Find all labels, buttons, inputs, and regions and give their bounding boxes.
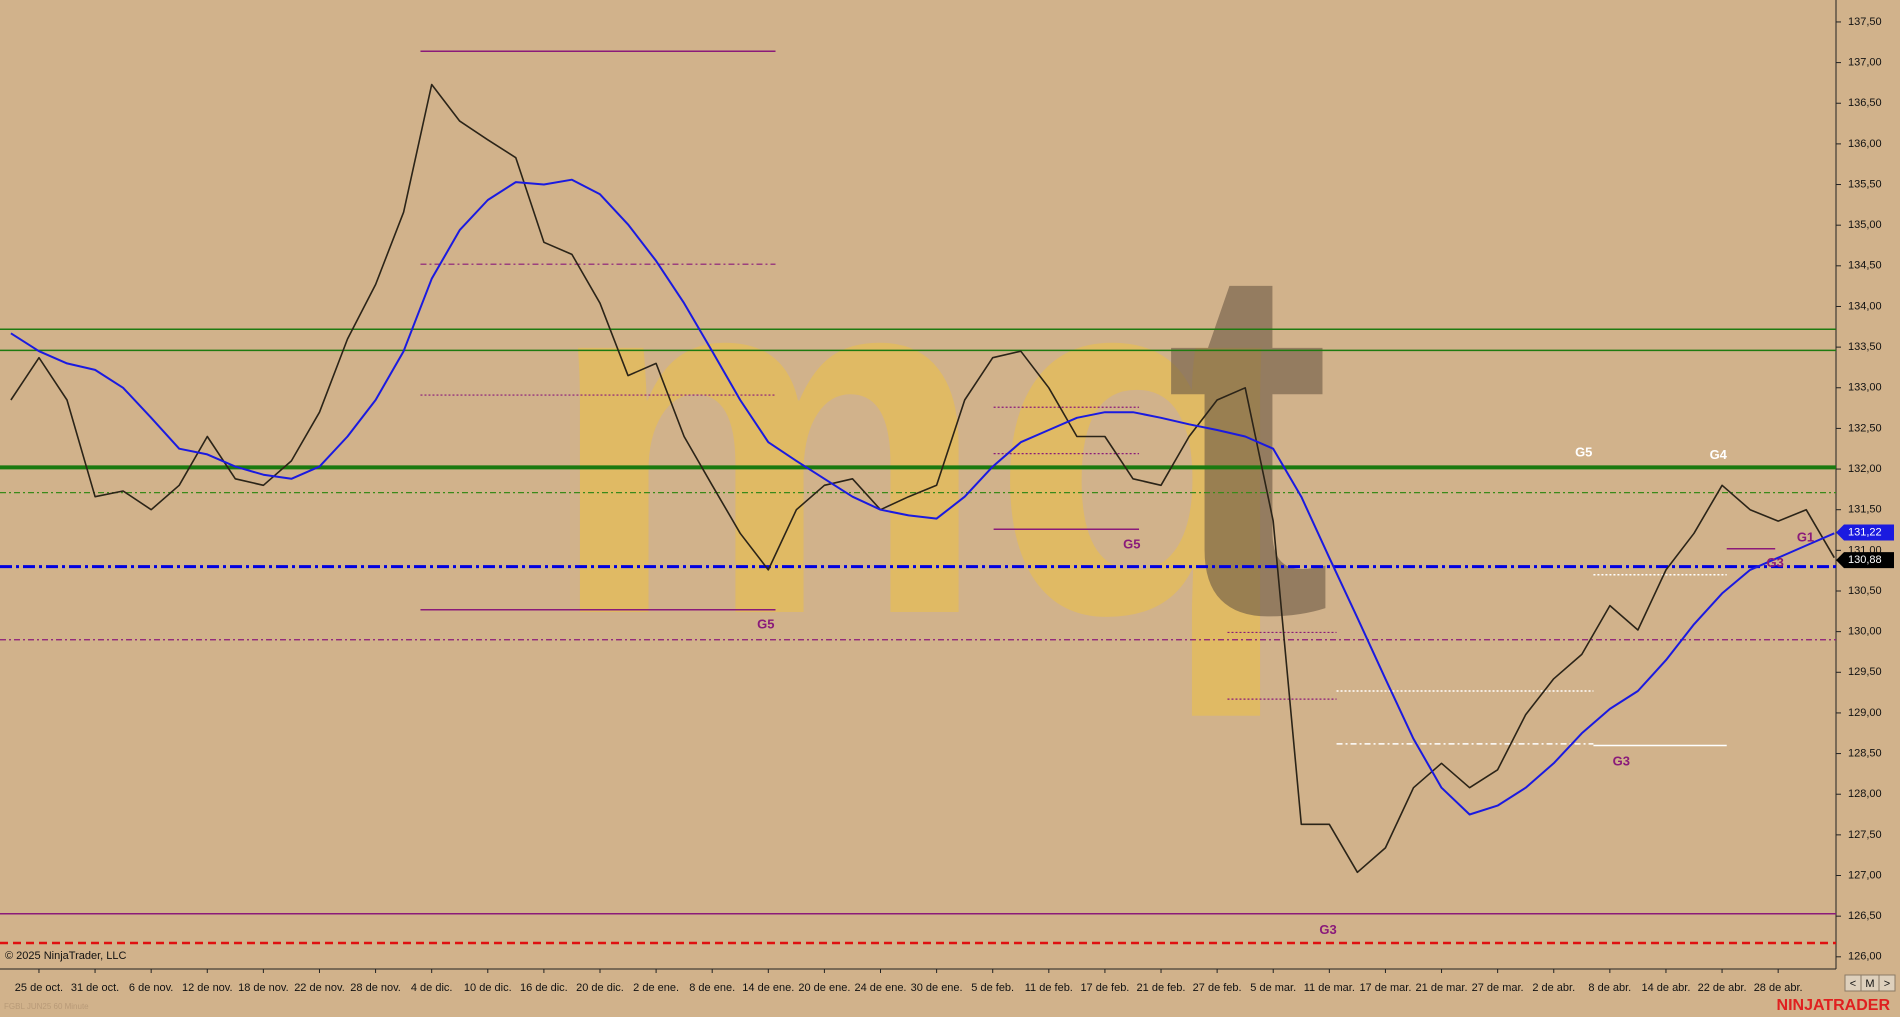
- y-tick-label: 137,00: [1848, 57, 1882, 69]
- nav-buttons: < M >: [1844, 974, 1896, 992]
- x-tick-label: 22 de nov.: [294, 982, 345, 994]
- price-badge-label: 130,88: [1848, 554, 1882, 566]
- moving-average: [10, 178, 1835, 816]
- y-tick-label: 133,00: [1848, 382, 1882, 394]
- watermark: mq t: [545, 159, 1332, 721]
- x-tick-label: 21 de feb.: [1137, 982, 1186, 994]
- x-tick-label: 21 de mar.: [1416, 982, 1468, 994]
- annotation: G5: [757, 617, 774, 632]
- y-tick-label: 135,00: [1848, 219, 1882, 231]
- nav-label[interactable]: M: [1865, 978, 1874, 990]
- x-tick-label: 16 de dic.: [520, 982, 568, 994]
- y-tick-label: 134,00: [1848, 300, 1882, 312]
- y-tick-label: 126,50: [1848, 910, 1882, 922]
- instrument-caption: FGBL JUN25 60 Minute: [4, 1002, 89, 1011]
- price-line: [10, 83, 1835, 874]
- y-tick-label: 132,50: [1848, 422, 1882, 434]
- x-tick-label: 12 de nov.: [182, 982, 233, 994]
- annotation: G5: [1575, 445, 1592, 460]
- annotation: G3: [1319, 922, 1336, 937]
- x-tick-label: 5 de feb.: [971, 982, 1014, 994]
- annotation: G4: [1710, 447, 1728, 462]
- price-badge: [1836, 552, 1894, 569]
- nav-button[interactable]: [1878, 974, 1896, 992]
- x-tick-label: 8 de abr.: [1588, 982, 1631, 994]
- price-badge: [1836, 524, 1894, 541]
- y-tick-label: 128,50: [1848, 747, 1882, 759]
- x-tick-label: 10 de dic.: [464, 982, 512, 994]
- y-tick-label: 126,00: [1848, 951, 1882, 963]
- watermark-text: mq: [545, 159, 1295, 721]
- x-tick-label: 28 de abr.: [1754, 982, 1803, 994]
- y-tick-label: 132,00: [1848, 463, 1882, 475]
- x-tick-label: 24 de ene.: [855, 982, 907, 994]
- x-tick-label: 18 de nov.: [238, 982, 289, 994]
- x-tick-label: 17 de mar.: [1359, 982, 1411, 994]
- y-tick-label: 131,50: [1848, 504, 1882, 516]
- annotation: G3: [1767, 555, 1784, 570]
- x-tick-label: 11 de mar.: [1304, 982, 1355, 994]
- x-tick-label: 14 de abr.: [1641, 982, 1690, 994]
- price-badge-label: 131,22: [1848, 526, 1882, 538]
- y-tick-label: 135,50: [1848, 178, 1882, 190]
- x-tick-label: 2 de abr.: [1532, 982, 1575, 994]
- y-tick-label: 129,00: [1848, 707, 1882, 719]
- x-tick-label: 5 de mar.: [1250, 982, 1296, 994]
- x-tick-label: 6 de nov.: [129, 982, 173, 994]
- x-tick-label: 4 de dic.: [411, 982, 453, 994]
- y-tick-label: 134,50: [1848, 260, 1882, 272]
- x-tick-label: 22 de abr.: [1698, 982, 1747, 994]
- x-tick-label: 14 de ene.: [742, 982, 794, 994]
- x-tick-label: 31 de oct.: [71, 982, 119, 994]
- annotation: G3: [1613, 754, 1630, 769]
- annotation: G1: [1797, 529, 1814, 544]
- y-tick-label: 128,00: [1848, 788, 1882, 800]
- brand: NINJATRADER: [1777, 997, 1891, 1014]
- x-tick-label: 8 de ene.: [689, 982, 735, 994]
- x-tick-label: 11 de feb.: [1025, 982, 1073, 994]
- annotation: G5: [1123, 537, 1140, 552]
- y-tick-label: 130,00: [1848, 626, 1882, 638]
- nav-label[interactable]: <: [1850, 978, 1856, 990]
- x-tick-label: 2 de ene.: [633, 982, 679, 994]
- y-tick-label: 127,00: [1848, 869, 1882, 881]
- x-tick-label: 17 de feb.: [1080, 982, 1129, 994]
- nav-label[interactable]: >: [1884, 978, 1890, 990]
- y-tick-label: 129,50: [1848, 666, 1882, 678]
- y-tick-label: 136,50: [1848, 97, 1882, 109]
- y-tick-label: 127,50: [1848, 829, 1882, 841]
- y-tick-label: 133,50: [1848, 341, 1882, 353]
- x-tick-label: 25 de oct.: [15, 982, 63, 994]
- y-tick-label: 136,00: [1848, 138, 1882, 150]
- x-tick-label: 27 de mar.: [1472, 982, 1524, 994]
- x-tick-label: 28 de nov.: [350, 982, 401, 994]
- copyright: © 2025 NinjaTrader, LLC: [5, 950, 126, 962]
- y-tick-label: 137,50: [1848, 16, 1882, 28]
- y-tick-label: 130,50: [1848, 585, 1882, 597]
- x-tick-label: 30 de ene.: [911, 982, 963, 994]
- x-tick-label: 20 de dic.: [576, 982, 624, 994]
- x-tick-label: 20 de ene.: [798, 982, 850, 994]
- x-tick-label: 27 de feb.: [1193, 982, 1242, 994]
